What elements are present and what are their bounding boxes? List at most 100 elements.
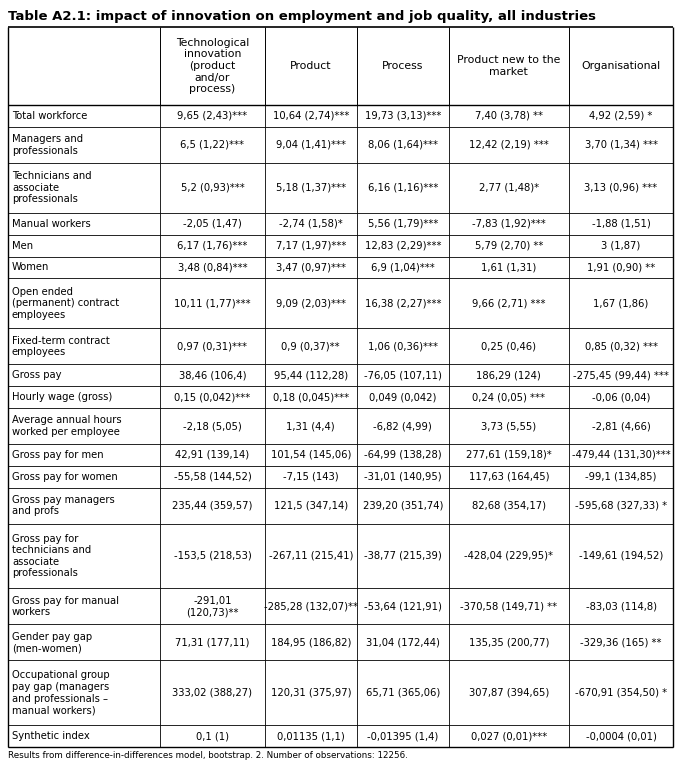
Text: 6,5 (1,22)***: 6,5 (1,22)*** (180, 140, 244, 150)
Text: -0,0004 (0,01): -0,0004 (0,01) (586, 731, 656, 741)
Text: -2,74 (1,58)*: -2,74 (1,58)* (279, 219, 343, 229)
Text: 12,42 (2,19) ***: 12,42 (2,19) *** (469, 140, 549, 150)
Text: Organisational: Organisational (582, 61, 661, 71)
Text: Gross pay for
technicians and
associate
professionals: Gross pay for technicians and associate … (12, 533, 91, 578)
Text: -329,36 (165) **: -329,36 (165) ** (580, 637, 662, 647)
Text: 0,027 (0,01)***: 0,027 (0,01)*** (471, 731, 547, 741)
Text: 1,67 (1,86): 1,67 (1,86) (593, 298, 648, 308)
Text: Gross pay for manual
workers: Gross pay for manual workers (12, 596, 119, 617)
Text: 135,35 (200,77): 135,35 (200,77) (469, 637, 549, 647)
Text: 5,56 (1,79)***: 5,56 (1,79)*** (368, 219, 438, 229)
Text: 0,85 (0,32) ***: 0,85 (0,32) *** (584, 341, 657, 351)
Text: 307,87 (394,65): 307,87 (394,65) (469, 688, 549, 698)
Text: -670,91 (354,50) *: -670,91 (354,50) * (575, 688, 667, 698)
Text: 0,9 (0,37)**: 0,9 (0,37)** (281, 341, 340, 351)
Text: -479,44 (131,30)***: -479,44 (131,30)*** (571, 450, 670, 460)
Text: 1,31 (4,4): 1,31 (4,4) (287, 421, 335, 431)
Text: Total workforce: Total workforce (12, 111, 87, 121)
Text: 1,61 (1,31): 1,61 (1,31) (481, 262, 537, 272)
Text: 0,01135 (1,1): 0,01135 (1,1) (277, 731, 345, 741)
Text: Average annual hours
worked per employee: Average annual hours worked per employee (12, 415, 122, 437)
Text: -83,03 (114,8): -83,03 (114,8) (586, 601, 656, 611)
Text: 0,25 (0,46): 0,25 (0,46) (481, 341, 537, 351)
Text: Synthetic index: Synthetic index (12, 731, 90, 741)
Text: 117,63 (164,45): 117,63 (164,45) (469, 472, 549, 482)
Text: 8,06 (1,64)***: 8,06 (1,64)*** (368, 140, 438, 150)
Text: Product new to the
market: Product new to the market (457, 55, 560, 76)
Text: 9,66 (2,71) ***: 9,66 (2,71) *** (472, 298, 545, 308)
Text: 1,06 (0,36)***: 1,06 (0,36)*** (368, 341, 438, 351)
Text: 3,48 (0,84)***: 3,48 (0,84)*** (178, 262, 247, 272)
Text: 42,91 (139,14): 42,91 (139,14) (176, 450, 249, 460)
Text: 10,11 (1,77)***: 10,11 (1,77)*** (174, 298, 251, 308)
Text: Gross pay for men: Gross pay for men (12, 450, 104, 460)
Text: 71,31 (177,11): 71,31 (177,11) (175, 637, 250, 647)
Text: 0,1 (1): 0,1 (1) (196, 731, 229, 741)
Text: 7,17 (1,97)***: 7,17 (1,97)*** (276, 241, 346, 251)
Text: 31,04 (172,44): 31,04 (172,44) (366, 637, 440, 647)
Text: Results from difference-in-differences model, bootstrap. 2. Number of observatio: Results from difference-in-differences m… (8, 751, 408, 760)
Text: -2,81 (4,66): -2,81 (4,66) (592, 421, 650, 431)
Text: 101,54 (145,06): 101,54 (145,06) (270, 450, 351, 460)
Text: -595,68 (327,33) *: -595,68 (327,33) * (575, 500, 667, 510)
Text: 5,18 (1,37)***: 5,18 (1,37)*** (276, 183, 346, 193)
Text: 19,73 (3,13)***: 19,73 (3,13)*** (364, 111, 441, 121)
Text: 9,04 (1,41)***: 9,04 (1,41)*** (276, 140, 346, 150)
Text: 2,77 (1,48)*: 2,77 (1,48)* (479, 183, 539, 193)
Text: 4,92 (2,59) *: 4,92 (2,59) * (589, 111, 652, 121)
Text: Gross pay managers
and profs: Gross pay managers and profs (12, 495, 115, 516)
Text: -149,61 (194,52): -149,61 (194,52) (579, 551, 663, 561)
Text: Occupational group
pay gap (managers
and professionals –
manual workers): Occupational group pay gap (managers and… (12, 670, 110, 715)
Text: 9,65 (2,43)***: 9,65 (2,43)*** (177, 111, 247, 121)
Text: 1,91 (0,90) **: 1,91 (0,90) ** (587, 262, 655, 272)
Text: -31,01 (140,95): -31,01 (140,95) (364, 472, 441, 482)
Text: -38,77 (215,39): -38,77 (215,39) (364, 551, 442, 561)
Text: Managers and
professionals: Managers and professionals (12, 134, 83, 155)
Text: 65,71 (365,06): 65,71 (365,06) (366, 688, 440, 698)
Text: Table A2.1: impact of innovation on employment and job quality, all industries: Table A2.1: impact of innovation on empl… (8, 10, 596, 23)
Text: -7,15 (143): -7,15 (143) (283, 472, 338, 482)
Text: Hourly wage (gross): Hourly wage (gross) (12, 392, 112, 402)
Text: 7,40 (3,78) **: 7,40 (3,78) ** (475, 111, 543, 121)
Text: 5,79 (2,70) **: 5,79 (2,70) ** (475, 241, 543, 251)
Text: -285,28 (132,07)**: -285,28 (132,07)** (264, 601, 358, 611)
Text: -0,01395 (1,4): -0,01395 (1,4) (367, 731, 439, 741)
Text: 0,18 (0,045)***: 0,18 (0,045)*** (272, 392, 349, 402)
Text: 10,64 (2,74)***: 10,64 (2,74)*** (272, 111, 349, 121)
Text: 95,44 (112,28): 95,44 (112,28) (274, 370, 348, 380)
Text: Women: Women (12, 262, 50, 272)
Text: 333,02 (388,27): 333,02 (388,27) (172, 688, 253, 698)
Text: -428,04 (229,95)*: -428,04 (229,95)* (464, 551, 554, 561)
Text: 277,61 (159,18)*: 277,61 (159,18)* (466, 450, 552, 460)
Text: 0,049 (0,042): 0,049 (0,042) (369, 392, 437, 402)
Text: 3,47 (0,97)***: 3,47 (0,97)*** (276, 262, 346, 272)
Text: 6,17 (1,76)***: 6,17 (1,76)*** (177, 241, 248, 251)
Text: 0,15 (0,042)***: 0,15 (0,042)*** (174, 392, 251, 402)
Text: -64,99 (138,28): -64,99 (138,28) (364, 450, 441, 460)
Text: -0,06 (0,04): -0,06 (0,04) (592, 392, 650, 402)
Text: 3,13 (0,96) ***: 3,13 (0,96) *** (584, 183, 658, 193)
Text: -55,58 (144,52): -55,58 (144,52) (174, 472, 251, 482)
Text: 186,29 (124): 186,29 (124) (477, 370, 541, 380)
Text: 239,20 (351,74): 239,20 (351,74) (362, 500, 443, 510)
Text: Gender pay gap
(men-women): Gender pay gap (men-women) (12, 632, 92, 653)
Text: 82,68 (354,17): 82,68 (354,17) (472, 500, 546, 510)
Text: -76,05 (107,11): -76,05 (107,11) (364, 370, 442, 380)
Text: Product: Product (290, 61, 332, 71)
Text: Manual workers: Manual workers (12, 219, 91, 229)
Text: -275,45 (99,44) ***: -275,45 (99,44) *** (573, 370, 669, 380)
Text: 235,44 (359,57): 235,44 (359,57) (172, 500, 253, 510)
Text: 184,95 (186,82): 184,95 (186,82) (270, 637, 351, 647)
Text: Fixed-term contract
employees: Fixed-term contract employees (12, 336, 110, 357)
Text: -2,18 (5,05): -2,18 (5,05) (183, 421, 242, 431)
Text: -267,11 (215,41): -267,11 (215,41) (268, 551, 353, 561)
Text: 5,2 (0,93)***: 5,2 (0,93)*** (180, 183, 244, 193)
Text: -6,82 (4,99): -6,82 (4,99) (373, 421, 432, 431)
Text: -2,05 (1,47): -2,05 (1,47) (183, 219, 242, 229)
Text: 16,38 (2,27)***: 16,38 (2,27)*** (364, 298, 441, 308)
Text: -99,1 (134,85): -99,1 (134,85) (585, 472, 656, 482)
Text: -291,01
(120,73)**: -291,01 (120,73)** (186, 596, 239, 617)
Text: Men: Men (12, 241, 33, 251)
Text: 3,73 (5,55): 3,73 (5,55) (481, 421, 537, 431)
Text: 120,31 (375,97): 120,31 (375,97) (270, 688, 351, 698)
